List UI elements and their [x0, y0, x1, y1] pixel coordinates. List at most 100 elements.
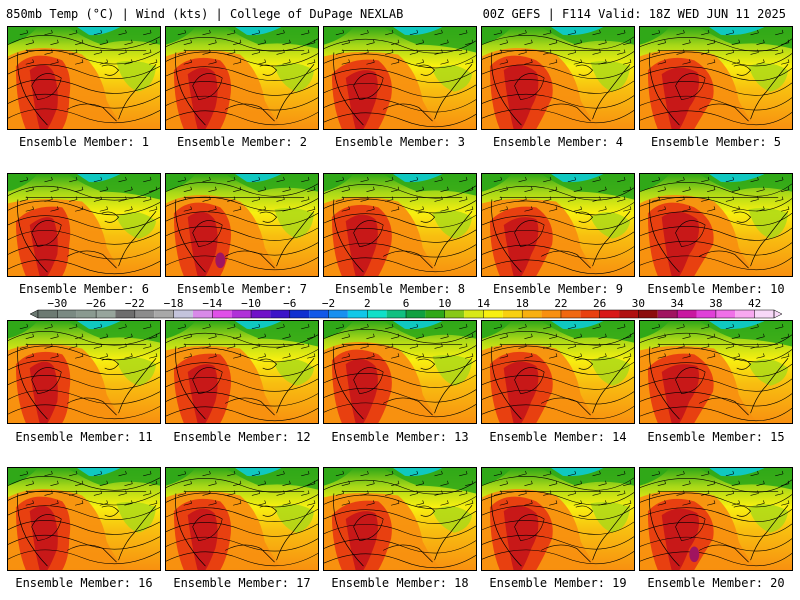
- ensemble-member-label: Ensemble Member: 5: [650, 135, 782, 149]
- colorbar-tick-label: −2: [322, 297, 335, 310]
- colorbar-bin: [638, 310, 658, 318]
- temperature-colorbar: −30 −26 −22 −18 −14 −10 −6 −2 2 6 10 14 18 22 26 30 34 38…: [28, 297, 788, 321]
- ensemble-member-label: Ensemble Member: 18: [331, 576, 469, 590]
- ensemble-member-label: Ensemble Member: 7: [176, 282, 308, 296]
- ensemble-member-map: [481, 173, 635, 277]
- colorbar-bin: [270, 310, 290, 318]
- colorbar-bin: [560, 310, 581, 318]
- ensemble-member-map: [7, 173, 161, 277]
- ensemble-member-label: Ensemble Member: 10: [647, 282, 785, 296]
- colorbar-bin: [96, 310, 116, 318]
- ensemble-member-map: [323, 173, 477, 277]
- ensemble-member-label: Ensemble Member: 2: [176, 135, 308, 149]
- colorbar-bin: [735, 310, 755, 318]
- colorbar-tick-label: 26: [593, 297, 606, 310]
- colorbar-tick-label: 38: [709, 297, 722, 310]
- colorbar-bin: [367, 310, 387, 318]
- ensemble-member-map: [639, 26, 793, 130]
- colorbar-bin: [754, 310, 774, 318]
- colorbar-bin: [444, 310, 465, 318]
- colorbar-bin: [677, 310, 697, 318]
- colorbar-tick-label: −30: [47, 297, 67, 310]
- colorbar-bin: [76, 310, 97, 318]
- ensemble-member-label: Ensemble Member: 13: [331, 430, 469, 444]
- colorbar-bin: [715, 310, 736, 318]
- ensemble-member-map: [7, 26, 161, 130]
- ensemble-member-map: [481, 26, 635, 130]
- colorbar-tick-label: −14: [202, 297, 222, 310]
- ensemble-member-label: Ensemble Member: 14: [489, 430, 627, 444]
- colorbar-bin: [192, 310, 213, 318]
- colorbar-bin: [134, 310, 155, 318]
- colorbar-bin: [173, 310, 193, 318]
- colorbar-bin: [38, 310, 58, 318]
- colorbar-tick-label: 18: [516, 297, 529, 310]
- ensemble-member-label: Ensemble Member: 6: [18, 282, 150, 296]
- colorbar-bin: [580, 310, 600, 318]
- colorbar-bin: [289, 310, 310, 318]
- colorbar-tick-label: 34: [671, 297, 685, 310]
- ensemble-member-map: [639, 467, 793, 571]
- ensemble-member-map: [481, 320, 635, 424]
- ensemble-member-map: [481, 467, 635, 571]
- ensemble-member-map: [323, 467, 477, 571]
- colorbar-tick-label: 6: [403, 297, 410, 310]
- ensemble-member-label: Ensemble Member: 15: [647, 430, 785, 444]
- colorbar-max-arrow: [773, 309, 783, 319]
- ensemble-member-label: Ensemble Member: 17: [173, 576, 311, 590]
- map-title: 850mb Temp (°C) | Wind (kts) | College o…: [6, 7, 404, 21]
- ensemble-member-label: Ensemble Member: 20: [647, 576, 785, 590]
- ensemble-member-label: Ensemble Member: 16: [15, 576, 153, 590]
- colorbar-bin: [57, 310, 77, 318]
- colorbar-tick-label: −18: [164, 297, 184, 310]
- colorbar-bin: [406, 310, 426, 318]
- run-valid-time: 00Z GEFS | F114 Valid: 18Z WED JUN 11 20…: [482, 7, 786, 21]
- colorbar-bin: [212, 310, 232, 318]
- colorbar-bin: [522, 310, 542, 318]
- colorbar-tick-label: −22: [125, 297, 145, 310]
- ensemble-member-map: [639, 173, 793, 277]
- ensemble-member-label: Ensemble Member: 11: [15, 430, 153, 444]
- ensemble-member-label: Ensemble Member: 1: [18, 135, 150, 149]
- colorbar-tick-label: 30: [632, 297, 645, 310]
- ensemble-member-map: [165, 467, 319, 571]
- ensemble-member-map: [165, 320, 319, 424]
- colorbar-bin: [251, 310, 271, 318]
- ensemble-member-map: [165, 26, 319, 130]
- colorbar-bin: [464, 310, 484, 318]
- colorbar-bin: [154, 310, 174, 318]
- colorbar-bin: [619, 310, 639, 318]
- colorbar-bin: [502, 310, 523, 318]
- colorbar-bin: [425, 310, 445, 318]
- ensemble-member-map: [7, 467, 161, 571]
- ensemble-member-label: Ensemble Member: 8: [334, 282, 466, 296]
- colorbar-bin: [347, 310, 368, 318]
- ensemble-member-map: [639, 320, 793, 424]
- colorbar-tick-label: −10: [241, 297, 261, 310]
- ensemble-member-map: [7, 320, 161, 424]
- colorbar-bin: [696, 310, 716, 318]
- ensemble-member-map: [323, 320, 477, 424]
- ensemble-member-label: Ensemble Member: 4: [492, 135, 624, 149]
- colorbar-bin: [483, 310, 503, 318]
- colorbar-tick-label: 14: [477, 297, 491, 310]
- colorbar-bin: [115, 310, 135, 318]
- ensemble-member-label: Ensemble Member: 9: [492, 282, 624, 296]
- colorbar-tick-label: −6: [283, 297, 296, 310]
- colorbar-bin: [231, 310, 252, 318]
- colorbar-bin: [657, 310, 678, 318]
- ensemble-member-label: Ensemble Member: 3: [334, 135, 466, 149]
- ensemble-member-label: Ensemble Member: 12: [173, 430, 311, 444]
- colorbar-tick-label: −26: [86, 297, 106, 310]
- colorbar-bin: [386, 310, 406, 318]
- ensemble-member-map: [323, 26, 477, 130]
- colorbar-tick-label: 2: [364, 297, 371, 310]
- colorbar-bin: [541, 310, 561, 318]
- colorbar-tick-label: 22: [554, 297, 567, 310]
- colorbar-bin: [309, 310, 329, 318]
- colorbar-tick-label: 10: [438, 297, 451, 310]
- colorbar-bin: [328, 310, 348, 318]
- colorbar-min-arrow: [29, 309, 39, 319]
- ensemble-member-label: Ensemble Member: 19: [489, 576, 627, 590]
